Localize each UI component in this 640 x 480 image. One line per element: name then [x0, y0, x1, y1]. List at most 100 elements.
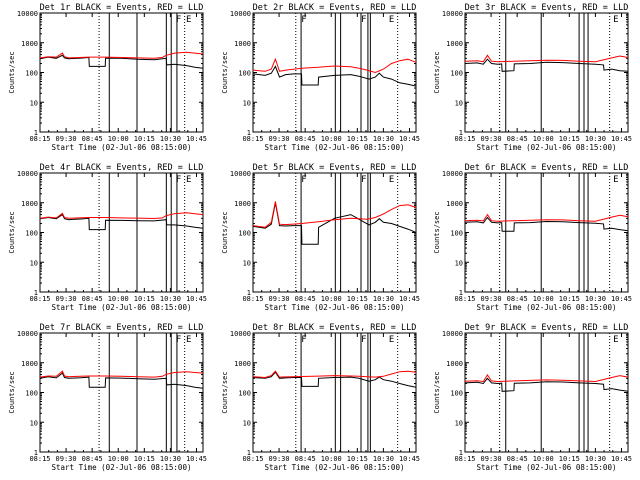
attenuator-marker: F [176, 15, 181, 25]
attenuator-marker: E [613, 15, 618, 25]
x-axis-label: Start Time (02-Jul-06 08:15:00) [265, 463, 405, 472]
x-tick-label: 10:15 [134, 295, 155, 303]
x-tick-label: 10:45 [186, 455, 207, 463]
lld-series-line [252, 57, 417, 74]
panel-title: Det 9r BLACK = Events, RED = LLD [465, 323, 629, 333]
x-axis-label: Start Time (02-Jul-06 08:15:00) [477, 463, 617, 472]
attenuator-marker: F [361, 15, 366, 25]
attenuator-marker: F [301, 335, 306, 345]
lld-series-line [464, 213, 629, 222]
y-axis-label: Counts/sec [433, 51, 441, 93]
x-tick-label: 09:30 [56, 295, 77, 303]
y-axis-label: Counts/sec [8, 211, 16, 253]
y-axis-label: Counts/sec [8, 51, 16, 93]
y-tick-label: 100 [238, 70, 251, 78]
x-tick-label: 10:30 [585, 295, 606, 303]
y-tick-label: 1 [459, 449, 463, 457]
y-tick-label: 1 [34, 129, 38, 137]
y-axis-label: Counts/sec [221, 371, 229, 413]
x-tick-label: 10:00 [108, 135, 129, 143]
x-axis-label: Start Time (02-Jul-06 08:15:00) [477, 143, 617, 152]
x-tick-label: 08:15 [242, 295, 263, 303]
plot-frame [464, 332, 629, 453]
panel-title: Det 8r BLACK = Events, RED = LLD [253, 323, 417, 333]
y-tick-label: 10000 [17, 170, 38, 178]
plot-frame [464, 172, 629, 293]
x-tick-label: 08:45 [82, 295, 103, 303]
y-tick-label: 100 [450, 70, 463, 78]
x-tick-label: 09:30 [269, 295, 290, 303]
y-tick-label: 100 [25, 230, 38, 238]
y-tick-label: 10 [455, 419, 463, 427]
y-tick-label: 100 [25, 70, 38, 78]
x-tick-label: 08:15 [29, 295, 50, 303]
detector-panel: Det 5r BLACK = Events, RED = LLD 1 10 100 10… [221, 163, 420, 312]
attenuator-marker: F [176, 335, 181, 345]
detector-panel: Det 9r BLACK = Events, RED = LLD 1 10 100 10… [433, 323, 632, 472]
x-tick-label: 10:00 [321, 135, 342, 143]
detector-panel: Det 1r BLACK = Events, RED = LLD 1 10 100 10… [8, 3, 207, 152]
y-tick-label: 10000 [442, 170, 463, 178]
attenuator-marker: E [613, 335, 618, 345]
x-tick-label: 10:30 [160, 135, 181, 143]
y-tick-label: 100 [238, 390, 251, 398]
y-tick-label: 100 [238, 230, 251, 238]
plot-frame [464, 12, 629, 133]
events-series-line [39, 372, 204, 389]
x-tick-label: 08:15 [454, 295, 475, 303]
panel-title: Det 2r BLACK = Events, RED = LLD [253, 3, 417, 13]
x-tick-label: 10:00 [533, 295, 554, 303]
lld-series-line [39, 51, 204, 59]
x-tick-label: 10:15 [559, 295, 580, 303]
x-tick-label: 10:45 [399, 455, 420, 463]
attenuator-marker: E [186, 335, 191, 345]
x-tick-label: 09:30 [269, 455, 290, 463]
x-tick-label: 08:15 [29, 135, 50, 143]
x-axis-label: Start Time (02-Jul-06 08:15:00) [52, 143, 192, 152]
x-tick-label: 09:30 [481, 135, 502, 143]
y-tick-label: 10000 [230, 330, 251, 338]
y-tick-label: 1000 [446, 200, 463, 208]
attenuator-marker: F [361, 175, 366, 185]
x-tick-label: 10:45 [399, 295, 420, 303]
events-series-line [252, 371, 417, 388]
y-tick-label: 10 [30, 419, 38, 427]
x-tick-label: 10:45 [399, 135, 420, 143]
y-axis-label: Counts/sec [221, 51, 229, 93]
x-tick-label: 10:30 [585, 135, 606, 143]
x-tick-label: 08:45 [295, 455, 316, 463]
y-tick-label: 1 [459, 289, 463, 297]
x-tick-label: 10:30 [160, 295, 181, 303]
x-tick-label: 08:15 [454, 135, 475, 143]
x-tick-label: 08:45 [507, 455, 528, 463]
panel-title: Det 7r BLACK = Events, RED = LLD [40, 323, 204, 333]
x-tick-label: 08:45 [82, 135, 103, 143]
x-tick-label: 08:15 [242, 455, 263, 463]
x-tick-label: 10:00 [108, 455, 129, 463]
lld-series-line [252, 370, 417, 379]
panel-title: Det 3r BLACK = Events, RED = LLD [465, 3, 629, 13]
x-axis-label: Start Time (02-Jul-06 08:15:00) [52, 463, 192, 472]
lld-series-line [464, 373, 629, 383]
y-tick-label: 1000 [21, 360, 38, 368]
attenuator-marker: E [389, 175, 394, 185]
y-tick-label: 10000 [17, 330, 38, 338]
panel-title: Det 6r BLACK = Events, RED = LLD [465, 163, 629, 173]
panel-title: Det 5r BLACK = Events, RED = LLD [253, 163, 417, 173]
y-tick-label: 10 [455, 99, 463, 107]
x-tick-label: 08:15 [454, 455, 475, 463]
detector-panel: Det 6r BLACK = Events, RED = LLD 1 10 100 10… [433, 163, 632, 312]
x-tick-label: 09:30 [481, 295, 502, 303]
x-tick-label: 10:15 [559, 455, 580, 463]
events-series-line [39, 213, 204, 231]
x-tick-label: 08:15 [29, 455, 50, 463]
panel-title: Det 1r BLACK = Events, RED = LLD [40, 3, 204, 13]
x-tick-label: 10:00 [108, 295, 129, 303]
y-tick-label: 1000 [234, 360, 251, 368]
y-tick-label: 10000 [230, 10, 251, 18]
x-tick-label: 09:30 [56, 135, 77, 143]
attenuator-marker: E [186, 15, 191, 25]
y-tick-label: 1000 [234, 200, 251, 208]
y-tick-label: 10000 [442, 330, 463, 338]
x-tick-label: 08:15 [242, 135, 263, 143]
